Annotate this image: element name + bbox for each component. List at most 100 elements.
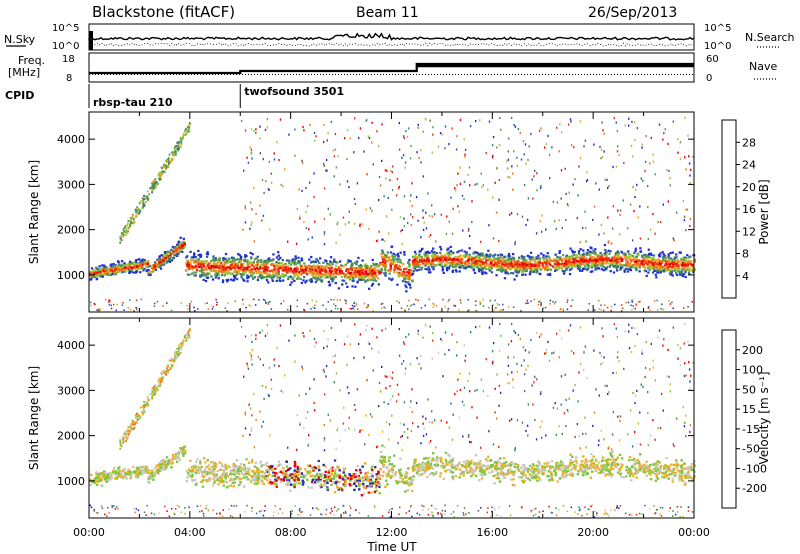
noise-search-trace: [88, 42, 695, 47]
heat-cell: [287, 265, 290, 268]
heat-cell: [354, 275, 358, 278]
heat-cell: [487, 507, 489, 509]
heat-cell: [170, 151, 173, 154]
heat-cell: [291, 258, 295, 261]
heat-cell: [663, 132, 665, 135]
heat-cell: [135, 508, 138, 510]
heat-cell: [476, 257, 479, 260]
heat-cell: [296, 266, 299, 269]
heat-cell: [585, 251, 589, 254]
heat-cell: [676, 511, 679, 513]
heat-cell: [651, 266, 654, 269]
heat-cell: [291, 270, 294, 273]
heat-cell: [299, 277, 302, 280]
heat-cell: [153, 305, 156, 307]
heat-cell: [498, 506, 500, 509]
heat-cell: [440, 263, 443, 266]
heat-cell: [550, 259, 553, 262]
heat-cell: [617, 252, 620, 255]
heat-cell: [166, 510, 168, 512]
heat-cell: [228, 508, 230, 510]
heat-cell: [152, 187, 155, 189]
heat-cell: [418, 263, 422, 266]
heat-cell: [396, 177, 399, 180]
heat-cell: [473, 257, 476, 260]
heat-cell: [493, 309, 495, 311]
heat-cell: [244, 269, 247, 272]
heat-cell: [491, 506, 493, 509]
heat-cell: [397, 255, 400, 258]
heat-cell: [317, 270, 320, 273]
heat-cell: [118, 263, 121, 266]
heat-cell: [300, 268, 303, 271]
heat-cell: [593, 143, 595, 146]
heat-cell: [677, 151, 679, 154]
heat-cell: [308, 228, 310, 231]
heat-cell: [470, 266, 473, 269]
heat-cell: [277, 272, 280, 275]
heat-cell: [187, 265, 191, 268]
heat-cell: [679, 516, 681, 518]
heat-cell: [686, 264, 689, 267]
heat-cell: [335, 510, 338, 512]
heat-cell: [137, 509, 140, 512]
heat-cell: [389, 261, 392, 264]
heat-cell: [373, 273, 376, 276]
heat-cell: [211, 269, 214, 272]
heat-cell: [234, 300, 236, 302]
heat-cell: [455, 148, 458, 151]
heat-cell: [368, 271, 372, 274]
heat-cell: [300, 273, 303, 276]
heat-cell: [190, 256, 193, 259]
heat-cell: [89, 504, 91, 507]
heat-cell: [271, 262, 274, 265]
heat-cell: [294, 505, 296, 507]
heat-cell: [213, 261, 216, 264]
heat-cell: [224, 257, 227, 260]
heat-cell: [253, 298, 255, 301]
heat-cell: [673, 256, 676, 259]
heat-cell: [246, 259, 249, 262]
heat-cell: [432, 133, 434, 136]
heat-cell: [627, 227, 629, 230]
heat-cell: [507, 260, 510, 263]
heat-cell: [188, 128, 191, 131]
heat-cell: [481, 260, 484, 264]
heat-cell: [451, 232, 454, 235]
heat-cell: [197, 254, 200, 257]
heat-cell: [383, 259, 386, 262]
heat-cell: [159, 173, 162, 176]
heat-cell: [301, 269, 304, 272]
heat-cell: [624, 256, 627, 259]
heat-cell: [669, 257, 673, 260]
heat-cell: [441, 266, 444, 269]
heat-cell: [589, 250, 592, 253]
heat-cell: [623, 269, 626, 272]
heat-cell: [400, 230, 402, 233]
heat-cell: [339, 260, 342, 263]
heat-cell: [512, 259, 515, 262]
heat-cell: [525, 269, 528, 272]
heat-cell: [526, 299, 529, 302]
heat-cell: [441, 260, 444, 263]
heat-cell: [277, 258, 280, 261]
heat-cell: [346, 261, 349, 264]
heat-cell: [134, 511, 136, 514]
heat-cell: [388, 277, 391, 280]
heat-cell: [517, 271, 520, 274]
heat-cell: [255, 512, 258, 515]
heat-cell: [148, 264, 152, 268]
heat-cell: [625, 301, 627, 304]
heat-cell: [122, 267, 125, 270]
heat-cell: [218, 259, 221, 262]
heat-cell: [604, 304, 606, 306]
heat-cell: [560, 131, 563, 134]
heat-cell: [220, 261, 223, 265]
heat-cell: [630, 144, 633, 147]
heat-cell: [683, 256, 686, 259]
heat-cell: [630, 255, 633, 258]
heat-cell: [89, 270, 92, 273]
heat-cell: [433, 303, 435, 306]
heat-cell: [96, 512, 99, 514]
heat-cell: [327, 207, 329, 210]
